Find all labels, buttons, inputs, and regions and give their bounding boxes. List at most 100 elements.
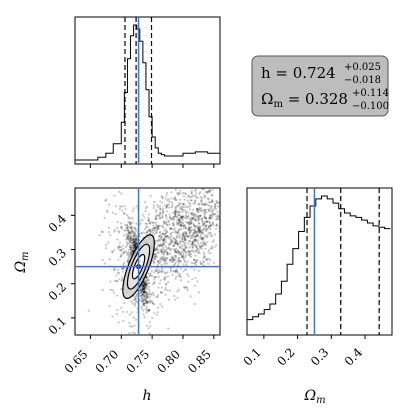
joint-point — [206, 192, 209, 195]
joint-point — [194, 218, 197, 222]
joint-point — [134, 300, 137, 303]
joint-point — [118, 190, 121, 193]
joint-point — [156, 203, 159, 207]
joint-point — [202, 255, 205, 258]
joint-point — [162, 255, 165, 258]
joint-point — [199, 183, 201, 185]
joint-point — [132, 248, 135, 251]
joint-point — [202, 260, 205, 263]
joint-point — [178, 222, 181, 225]
joint-point — [178, 253, 181, 256]
joint-point — [171, 202, 174, 206]
joint-point — [197, 228, 201, 231]
joint-point — [210, 247, 213, 250]
joint-point — [154, 241, 157, 244]
joint-point — [141, 285, 145, 288]
joint-point — [152, 280, 156, 283]
joint-point — [210, 234, 213, 237]
joint-point — [180, 221, 183, 224]
joint-point — [144, 295, 147, 298]
joint-point — [179, 245, 182, 248]
joint-point — [187, 226, 190, 229]
joint-point — [194, 249, 197, 252]
joint-point — [155, 230, 158, 233]
joint-point — [186, 289, 189, 292]
joint-point — [173, 218, 176, 221]
joint-point — [147, 282, 150, 285]
joint-point — [134, 297, 137, 300]
joint-point — [174, 209, 177, 213]
joint-point — [193, 268, 196, 271]
joint-point — [136, 242, 139, 245]
joint-point — [194, 243, 197, 246]
joint-point — [133, 332, 136, 335]
joint-point — [144, 284, 147, 287]
joint-point — [151, 259, 155, 262]
joint-point — [181, 255, 184, 258]
joint-point — [154, 268, 157, 271]
joint-point — [144, 291, 147, 294]
joint-point — [142, 288, 145, 291]
joint-point — [158, 244, 161, 247]
joint-point — [131, 230, 134, 233]
joint-point — [192, 235, 195, 238]
joint-point — [143, 297, 147, 300]
joint-point — [178, 218, 181, 221]
joint-point — [178, 192, 181, 195]
joint-point — [161, 213, 164, 216]
joint-point — [145, 280, 148, 283]
joint-point — [199, 207, 203, 210]
joint-point — [178, 240, 181, 243]
joint-point — [195, 195, 198, 199]
joint-point — [177, 218, 180, 221]
joint-point — [173, 270, 176, 273]
joint-point — [155, 275, 158, 278]
joint-point — [163, 243, 166, 246]
joint-point — [132, 238, 135, 241]
joint-point — [148, 229, 152, 232]
joint-point — [127, 229, 130, 232]
joint-point — [184, 226, 187, 229]
joint-point — [161, 269, 164, 272]
joint-point — [178, 246, 181, 249]
joint-point — [133, 226, 136, 229]
joint-point — [188, 254, 192, 257]
joint-point — [145, 231, 148, 235]
joint-point — [165, 220, 168, 223]
joint-point — [200, 232, 203, 235]
joint-point — [161, 211, 165, 214]
joint-point — [142, 287, 145, 290]
joint-point — [156, 260, 160, 263]
joint-point — [166, 289, 169, 292]
joint-point — [158, 235, 161, 238]
joint-point — [146, 301, 149, 304]
joint-point — [117, 245, 120, 248]
joint-point — [120, 226, 123, 229]
joint-point — [156, 260, 160, 263]
joint-point — [142, 213, 145, 216]
joint-point — [193, 258, 196, 261]
joint-point — [165, 235, 168, 238]
joint-point — [132, 233, 135, 236]
joint-point — [144, 280, 147, 283]
joint-point — [211, 222, 214, 225]
joint-point — [182, 241, 185, 244]
joint-point — [211, 215, 214, 218]
joint-point — [211, 194, 214, 197]
joint-point — [182, 235, 185, 238]
joint-point — [143, 287, 146, 290]
joint-point — [188, 229, 191, 232]
joint-point — [169, 289, 172, 292]
joint-point — [160, 248, 164, 251]
joint-point — [184, 232, 187, 235]
joint-point — [191, 278, 194, 281]
joint-point — [142, 231, 145, 234]
joint-point — [208, 171, 210, 173]
joint-point — [127, 257, 130, 260]
joint-point — [151, 221, 154, 224]
joint-point — [174, 206, 177, 209]
joint-point — [176, 216, 179, 219]
joint-point — [192, 217, 195, 220]
joint-point — [123, 204, 126, 208]
joint-point — [197, 210, 200, 213]
